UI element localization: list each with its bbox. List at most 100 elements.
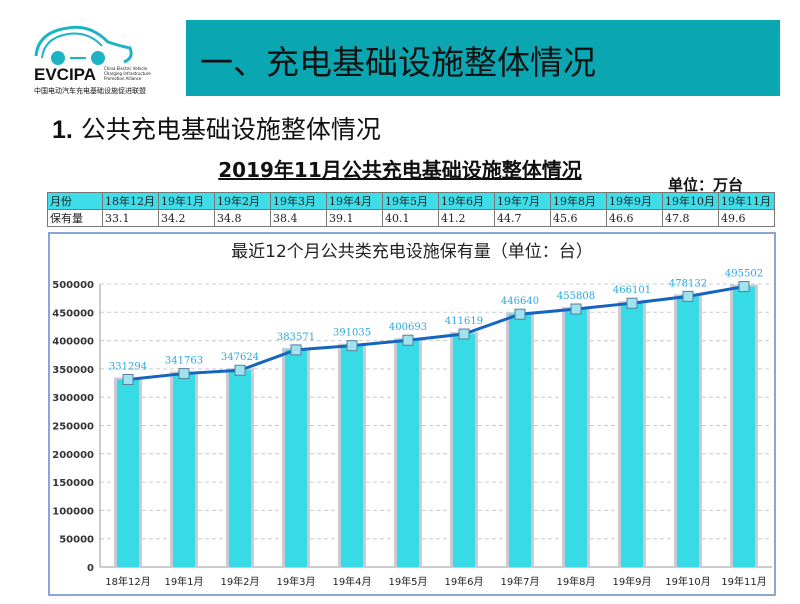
table-header-cell: 19年1月 xyxy=(158,192,215,210)
bar xyxy=(341,345,363,567)
bar xyxy=(173,373,195,567)
table-cell: 39.1 xyxy=(326,209,383,227)
y-tick-label: 50000 xyxy=(59,535,94,546)
x-tick-label: 19年5月 xyxy=(388,575,427,588)
bar xyxy=(621,303,643,567)
section-title-text: 公共充电基础设施整体情况 xyxy=(80,115,381,144)
bar xyxy=(397,340,419,567)
svg-text:Promotion Alliance: Promotion Alliance xyxy=(104,76,142,81)
data-point xyxy=(122,373,134,385)
data-label: 495502 xyxy=(725,269,763,280)
data-point xyxy=(626,297,638,309)
data-label: 478132 xyxy=(669,278,707,289)
y-tick-label: 200000 xyxy=(52,450,94,461)
x-tick-label: 19年1月 xyxy=(164,575,203,588)
data-label: 400693 xyxy=(389,322,427,333)
svg-text:Charging Infrastructure: Charging Infrastructure xyxy=(104,71,151,76)
table-cell: 34.2 xyxy=(158,209,215,227)
y-tick-label: 100000 xyxy=(52,506,94,517)
table-header-cell: 19年8月 xyxy=(550,192,607,210)
svg-text:China Electric Vehicle: China Electric Vehicle xyxy=(104,66,148,71)
table-cell: 38.4 xyxy=(270,209,327,227)
x-tick-label: 18年12月 xyxy=(105,575,150,588)
y-tick-label: 0 xyxy=(87,563,94,574)
x-tick-label: 19年2月 xyxy=(220,575,259,588)
data-point xyxy=(514,308,526,320)
table-header-row: 月份 18年12月 19年1月 19年2月 19年3月 19年4月 19年5月 19年6月 19… xyxy=(47,192,775,210)
table-header-cell: 19年7月 xyxy=(494,192,551,210)
data-label: 331294 xyxy=(109,361,147,372)
table-cell: 45.6 xyxy=(550,209,607,227)
y-tick-label: 450000 xyxy=(52,308,94,319)
chart-title: 最近12个月公共类充电设施保有量（单位：台） xyxy=(231,242,593,262)
y-tick-label: 150000 xyxy=(52,478,94,489)
section-title: 1. 公共充电基础设施整体情况 xyxy=(52,110,381,146)
bar xyxy=(229,370,251,567)
y-tick-label: 500000 xyxy=(52,280,94,291)
data-label: 466101 xyxy=(613,285,651,296)
x-tick-label: 19年10月 xyxy=(665,575,710,588)
table-header-cell: 19年5月 xyxy=(382,192,439,210)
table-header-cell: 19年4月 xyxy=(326,192,383,210)
x-tick-label: 19年3月 xyxy=(276,575,315,588)
data-point xyxy=(738,281,750,293)
table-cell: 33.1 xyxy=(102,209,159,227)
x-tick-label: 19年7月 xyxy=(500,575,539,588)
table-cell: 49.6 xyxy=(718,209,775,227)
table-header-cell: 19年6月 xyxy=(438,192,495,210)
svg-text:中国电动汽车充电基础设施促进联盟: 中国电动汽车充电基础设施促进联盟 xyxy=(34,86,146,95)
bar xyxy=(509,314,531,567)
table-cell: 44.7 xyxy=(494,209,551,227)
data-label: 411619 xyxy=(445,316,483,327)
x-tick-label: 19年6月 xyxy=(444,575,483,588)
data-point xyxy=(570,303,582,315)
chart: 最近12个月公共类充电设施保有量（单位：台） 0 50000 100000 150000… xyxy=(52,242,772,588)
table-header-cell: 19年3月 xyxy=(270,192,327,210)
header-banner: 一、充电基础设施整体情况 xyxy=(186,20,780,96)
table-cell: 46.6 xyxy=(606,209,663,227)
data-table: 月份 18年12月 19年1月 19年2月 19年3月 19年4月 19年5月 19年6月 19… xyxy=(47,192,775,227)
section-number: 1. xyxy=(52,116,73,144)
data-label: 391035 xyxy=(333,328,371,339)
page-title: 一、充电基础设施整体情况 xyxy=(200,43,596,82)
data-point xyxy=(458,328,470,340)
bar xyxy=(453,334,475,567)
table-cell: 41.2 xyxy=(438,209,495,227)
table-header-cell: 19年10月 xyxy=(662,192,719,210)
data-point xyxy=(682,290,694,302)
y-tick-label: 400000 xyxy=(52,337,94,348)
data-label: 383571 xyxy=(277,332,315,343)
data-point xyxy=(178,368,190,380)
table-header-cell: 18年12月 xyxy=(102,192,159,210)
evcipa-logo: EVCIPA China Electric Vehicle Charging I… xyxy=(28,18,178,98)
data-label: 347624 xyxy=(221,352,259,363)
unit-label: 单位：万台 xyxy=(668,176,744,194)
data-point xyxy=(290,344,302,356)
x-tick-label: 19年9月 xyxy=(612,575,651,588)
bar xyxy=(285,349,307,567)
x-tick-label: 19年8月 xyxy=(556,575,595,588)
table-row: 保有量 33.1 34.2 34.8 38.4 39.1 40.1 41.2 44.7 45.6 4… xyxy=(47,209,775,227)
table-cell: 34.8 xyxy=(214,209,271,227)
data-label: 341763 xyxy=(165,356,203,367)
table-header-cell: 19年2月 xyxy=(214,192,271,210)
bar xyxy=(117,379,139,567)
x-tick-label: 19年4月 xyxy=(332,575,371,588)
bar xyxy=(677,296,699,567)
series-line xyxy=(127,285,745,381)
data-point xyxy=(346,340,358,352)
data-point xyxy=(234,364,246,376)
svg-text:EVCIPA: EVCIPA xyxy=(34,65,96,84)
table-header-cell: 19年9月 xyxy=(606,192,663,210)
table-header-cell: 19年11月 xyxy=(718,192,775,210)
data-point xyxy=(402,334,414,346)
y-tick-label: 250000 xyxy=(52,422,94,433)
chart-frame xyxy=(48,232,776,596)
bar xyxy=(733,286,755,567)
data-label: 446640 xyxy=(501,296,539,307)
x-tick-label: 19年11月 xyxy=(721,575,766,588)
table-cell: 47.8 xyxy=(662,209,719,227)
table-header-cell: 月份 xyxy=(47,192,103,210)
table-cell: 保有量 xyxy=(47,209,103,227)
data-label: 455808 xyxy=(557,291,595,302)
